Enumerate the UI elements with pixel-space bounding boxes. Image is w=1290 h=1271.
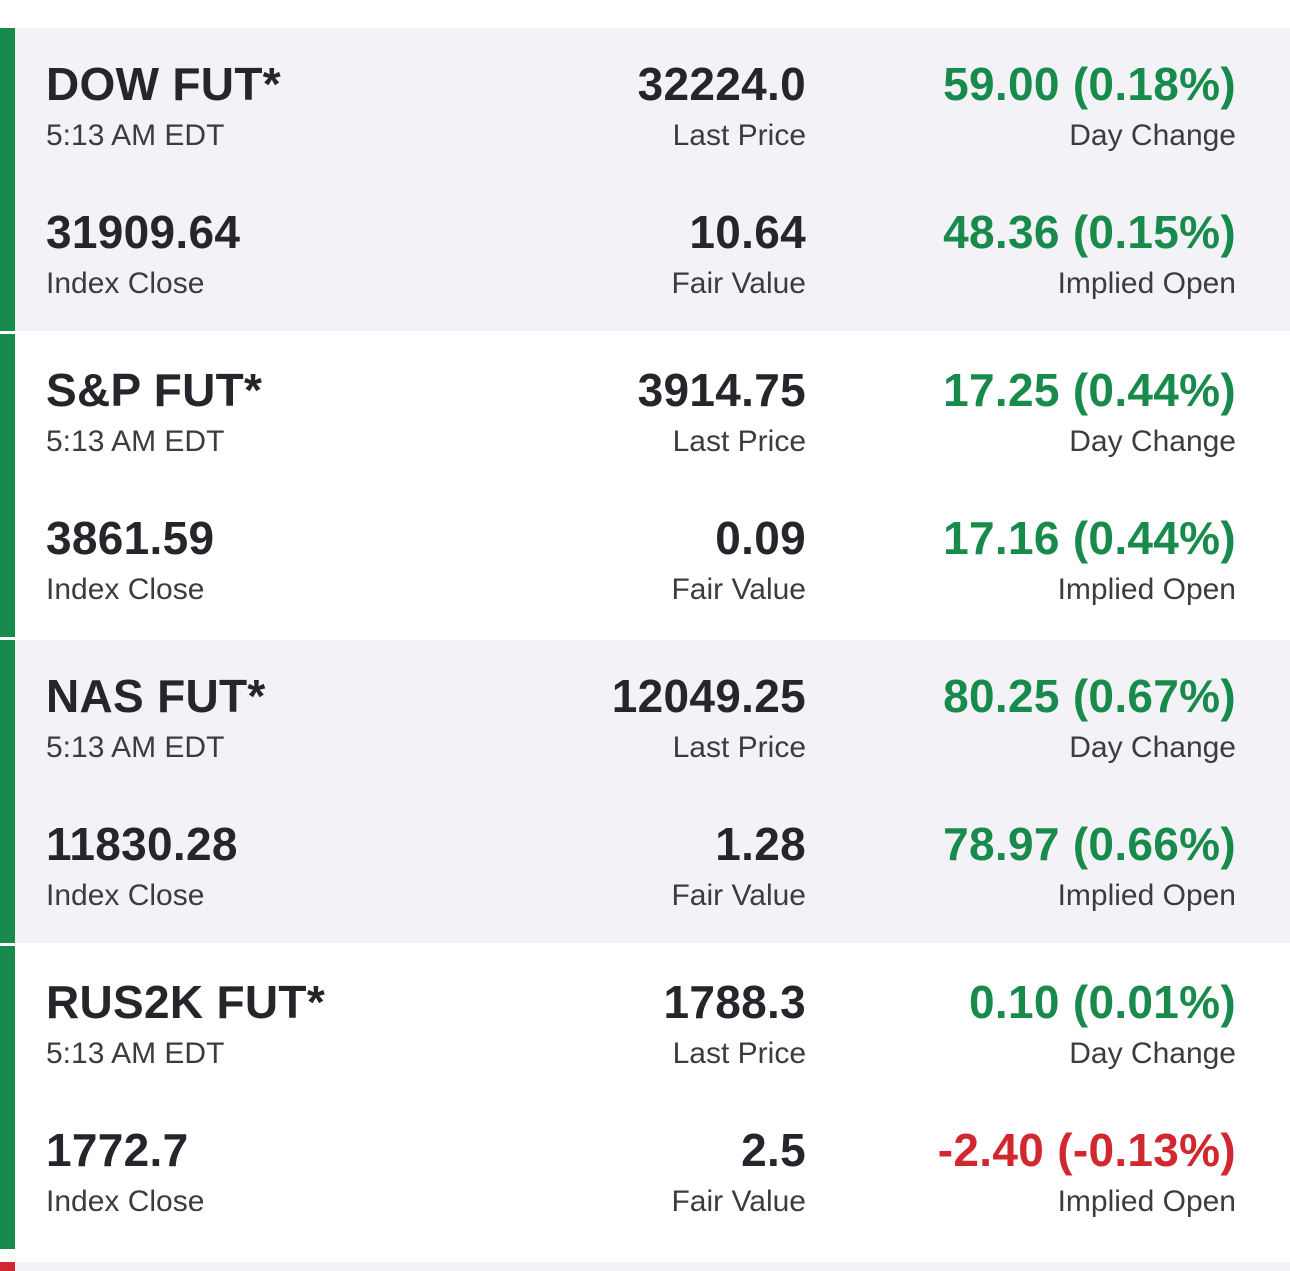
future-card-rus2k[interactable]: RUS2K FUT* 5:13 AM EDT 1788.3 Last Price… [0,946,1290,1252]
fair-value-value: 2.5 [741,1124,806,1176]
last-price-label: Last Price [672,731,806,764]
future-row-secondary: 31909.64 Index Close 10.64 Fair Value 48… [46,204,1236,304]
day-change-value: 80.25 (0.67%) [943,670,1236,722]
day-change-value: 59.00 (0.18%) [943,58,1236,110]
future-row-primary: S&P FUT* 5:13 AM EDT 3914.75 Last Price … [46,362,1236,462]
trend-indicator-bar [0,334,15,637]
last-price-label: Last Price [672,1037,806,1070]
last-price-value: 32224.0 [637,58,806,110]
quote-time: 5:13 AM EDT [46,1037,225,1070]
index-close-label: Index Close [46,1185,205,1218]
implied-open-label: Implied Open [1057,267,1236,300]
implied-open-label: Implied Open [1057,879,1236,912]
future-row-primary: NAS FUT* 5:13 AM EDT 12049.25 Last Price… [46,668,1236,768]
trend-indicator-bar [0,640,15,943]
future-row-secondary: 3861.59 Index Close 0.09 Fair Value 17.1… [46,510,1236,610]
future-row-secondary: 1772.7 Index Close 2.5 Fair Value -2.40 … [46,1122,1236,1222]
fair-value-value: 0.09 [715,512,806,564]
index-close-label: Index Close [46,267,205,300]
trend-indicator-bar [0,1262,15,1271]
quote-time: 5:13 AM EDT [46,119,225,152]
fair-value-value: 10.64 [689,206,806,258]
future-name[interactable]: RUS2K FUT* [46,976,326,1028]
implied-open-label: Implied Open [1057,1185,1236,1218]
quote-time: 5:13 AM EDT [46,731,225,764]
implied-open-value: -2.40 (-0.13%) [937,1124,1236,1176]
future-name[interactable]: S&P FUT* [46,364,263,416]
index-close-value: 31909.64 [46,206,241,258]
fair-value-label: Fair Value [671,573,806,606]
future-row-primary: DOW FUT* 5:13 AM EDT 32224.0 Last Price … [46,56,1236,156]
trend-indicator-bar [0,946,15,1249]
future-row-secondary: 11830.28 Index Close 1.28 Fair Value 78.… [46,816,1236,916]
day-change-value: 17.25 (0.44%) [943,364,1236,416]
future-name[interactable]: DOW FUT* [46,58,281,110]
future-card-sp[interactable]: S&P FUT* 5:13 AM EDT 3914.75 Last Price … [0,334,1290,640]
last-price-label: Last Price [672,119,806,152]
next-future-card-edge [0,1262,1290,1271]
fair-value-label: Fair Value [671,879,806,912]
index-close-value: 11830.28 [46,818,238,870]
last-price-value: 1788.3 [663,976,806,1028]
last-price-value: 3914.75 [637,364,806,416]
day-change-label: Day Change [1069,119,1236,152]
day-change-label: Day Change [1069,731,1236,764]
future-card-nas[interactable]: NAS FUT* 5:13 AM EDT 12049.25 Last Price… [0,640,1290,946]
last-price-value: 12049.25 [611,670,806,722]
fair-value-label: Fair Value [671,267,806,300]
day-change-label: Day Change [1069,1037,1236,1070]
implied-open-label: Implied Open [1057,573,1236,606]
index-close-value: 1772.7 [46,1124,189,1176]
quote-time: 5:13 AM EDT [46,425,225,458]
future-row-primary: RUS2K FUT* 5:13 AM EDT 1788.3 Last Price… [46,974,1236,1074]
trend-indicator-bar [0,28,15,331]
implied-open-value: 48.36 (0.15%) [943,206,1236,258]
future-name[interactable]: NAS FUT* [46,670,266,722]
implied-open-value: 78.97 (0.66%) [943,818,1236,870]
last-price-label: Last Price [672,425,806,458]
future-card-dow[interactable]: DOW FUT* 5:13 AM EDT 32224.0 Last Price … [0,28,1290,334]
day-change-value: 0.10 (0.01%) [969,976,1236,1028]
index-close-label: Index Close [46,879,205,912]
day-change-label: Day Change [1069,425,1236,458]
index-close-label: Index Close [46,573,205,606]
index-close-value: 3861.59 [46,512,215,564]
fair-value-label: Fair Value [671,1185,806,1218]
implied-open-value: 17.16 (0.44%) [943,512,1236,564]
futures-list: DOW FUT* 5:13 AM EDT 32224.0 Last Price … [0,28,1290,1252]
fair-value-value: 1.28 [715,818,806,870]
